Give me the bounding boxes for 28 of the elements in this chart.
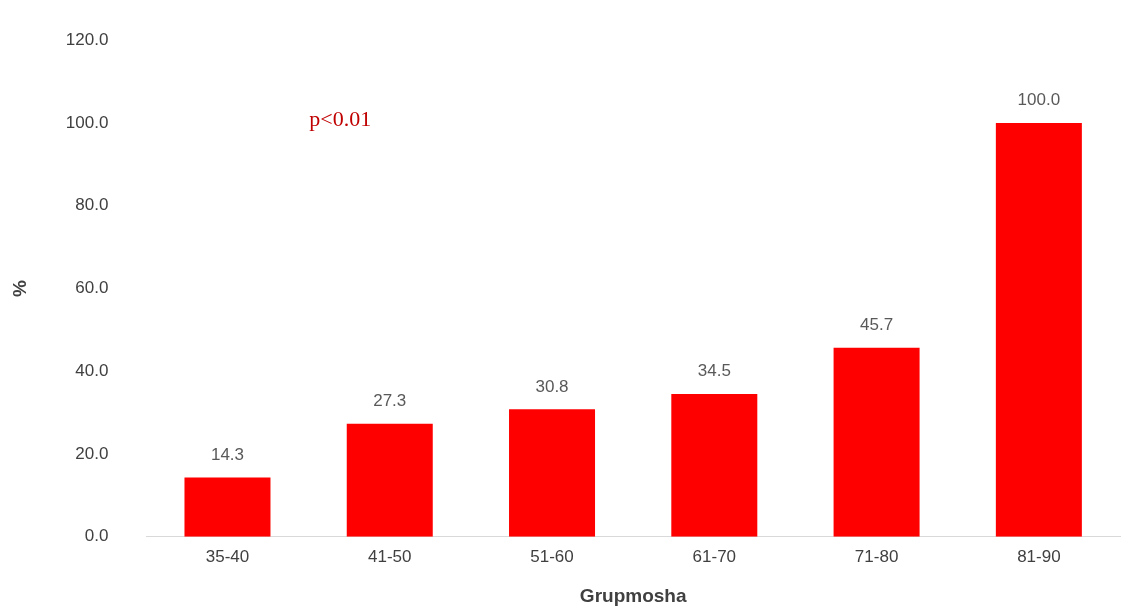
data-label: 45.7 bbox=[860, 314, 894, 334]
x-tick-label: 35-40 bbox=[205, 546, 250, 566]
bar bbox=[509, 409, 596, 537]
data-label: 27.3 bbox=[373, 391, 407, 411]
bar bbox=[833, 347, 920, 537]
data-label: 34.5 bbox=[697, 361, 731, 381]
x-tick-label: 61-70 bbox=[692, 546, 737, 566]
y-tick-label: 100.0 bbox=[65, 112, 109, 132]
y-axis-title: % bbox=[8, 279, 30, 297]
x-tick-label: 41-50 bbox=[368, 546, 412, 566]
x-tick-label: 51-60 bbox=[530, 546, 574, 566]
y-tick-label: 20.0 bbox=[75, 443, 109, 463]
bar bbox=[671, 394, 758, 537]
bar bbox=[995, 122, 1082, 537]
data-label: 14.3 bbox=[210, 444, 245, 464]
x-tick-label: 71-80 bbox=[854, 546, 899, 566]
bar bbox=[184, 477, 271, 537]
y-tick-label: 0.0 bbox=[84, 526, 109, 546]
y-tick-label: 40.0 bbox=[75, 360, 109, 380]
data-label: 100.0 bbox=[1017, 90, 1061, 110]
data-label: 30.8 bbox=[535, 376, 569, 396]
annotation: p<0.01 bbox=[309, 105, 372, 131]
x-tick-label: 81-90 bbox=[1017, 546, 1061, 566]
bar bbox=[346, 423, 433, 537]
y-tick-label: 120.0 bbox=[65, 29, 109, 49]
x-axis-title: Grupmosha bbox=[579, 584, 687, 606]
y-tick-label: 60.0 bbox=[75, 278, 109, 298]
y-tick-label: 80.0 bbox=[75, 195, 109, 215]
